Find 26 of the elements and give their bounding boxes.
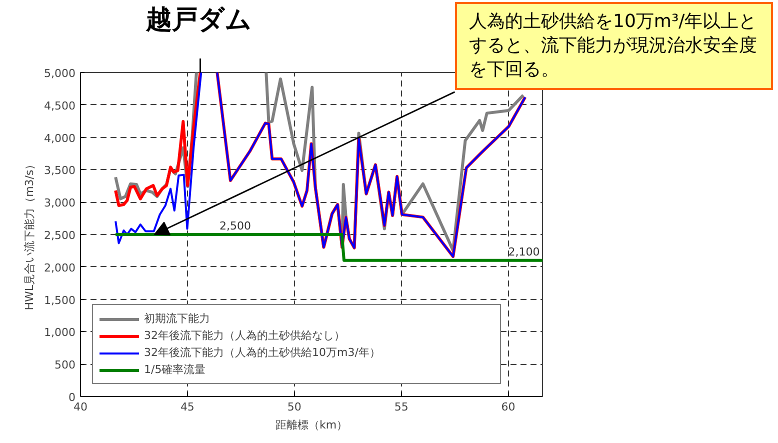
y-tick-label: 4,000 [44,132,76,145]
y-tick-label: 1,500 [44,294,76,307]
x-tick-label: 55 [394,400,408,414]
y-tick-label: 2,500 [44,229,76,242]
y-tick-label: 5,000 [44,67,76,80]
picture-callout: 人為的土砂供給を10万m³/年以上とすると、流下能力が現況治水安全度を下回る。 [455,2,773,90]
y-tick-label: 3,500 [44,164,76,178]
y-tick-label: 1,000 [44,326,76,340]
x-tick-label: 45 [180,400,194,414]
y-tick-label: 2,000 [44,261,76,274]
x-tick-label: 50 [287,400,302,414]
y-tick-label: 500 [54,358,76,372]
legend-label: 初期流下能力 [144,311,211,326]
x-axis-title: 距離標（km） [275,418,348,432]
y-tick-label: 4,500 [44,99,76,112]
note-dam: 越戸ダム [144,4,253,37]
legend-label: 32年後流下能力（人為的土砂供給なし） [144,328,346,343]
x-tick-label: 40 [74,400,88,414]
y-axis-title: HWL見合い流下能力（m3/s） [23,158,36,310]
legend-label: 1/5確率流量 [144,362,207,377]
y-tick-label: 0 [68,391,76,404]
annotation: 2,100 [508,245,540,258]
annotation: 2,500 [220,220,252,232]
y-tick-label: 3,000 [44,196,76,210]
legend-label: 32年後流下能力（人為的土砂供給10万m3/年） [144,345,382,360]
x-tick-label: 60 [501,400,516,414]
